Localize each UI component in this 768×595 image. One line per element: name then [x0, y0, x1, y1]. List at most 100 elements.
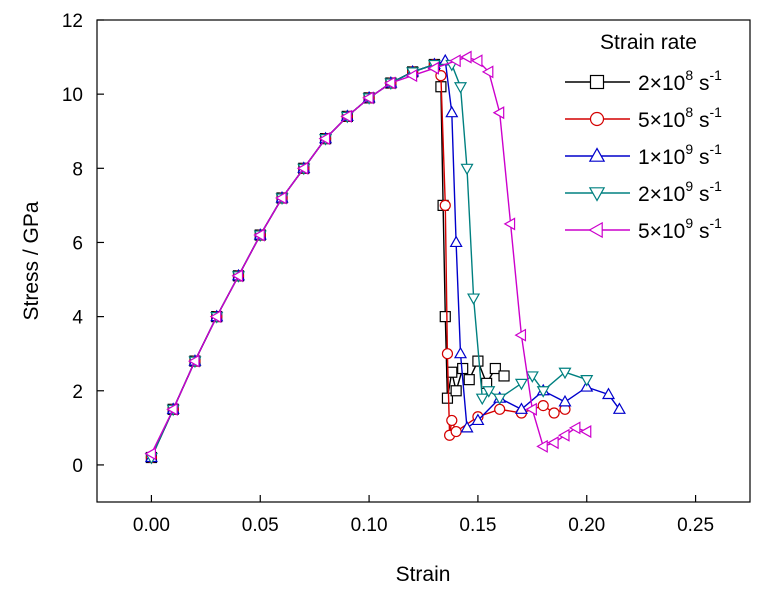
data-point	[558, 367, 572, 380]
data-point	[450, 425, 462, 438]
legend-marker	[589, 74, 605, 90]
y-tick-label: 0	[72, 456, 83, 477]
series-4	[144, 59, 594, 465]
data-point	[558, 394, 572, 407]
data-point	[446, 414, 458, 427]
series-3	[144, 53, 626, 463]
data-point	[482, 386, 496, 398]
data-point	[489, 362, 501, 375]
data-point	[580, 375, 594, 387]
data-point	[463, 374, 475, 386]
legend-marker	[589, 111, 605, 127]
data-point	[481, 65, 494, 79]
data-point	[525, 402, 537, 416]
data-point	[579, 425, 592, 439]
y-axis-title: Stress / GPa	[20, 201, 43, 320]
x-axis-title: Strain	[396, 563, 451, 586]
y-tick-label: 8	[72, 159, 83, 180]
data-point	[453, 346, 468, 359]
y-tick-label: 10	[62, 85, 83, 106]
data-point	[514, 402, 528, 414]
data-point	[471, 413, 485, 426]
legend-label: 2×108 s-1	[638, 67, 722, 95]
data-point	[405, 69, 418, 83]
x-tick-label: 0.15	[459, 515, 496, 536]
data-point	[460, 420, 474, 433]
x-tick-label: 0.05	[242, 515, 279, 536]
data-point	[498, 370, 510, 382]
legend-entry: 2×108 s-1	[565, 67, 722, 95]
legend: Strain rate 2×108 s-1 5×108 s-1 1×109 s-1 2…	[565, 31, 722, 243]
legend-entry: 2×109 s-1	[565, 178, 722, 206]
data-point	[467, 293, 481, 306]
data-point	[427, 61, 439, 75]
legend-label: 5×108 s-1	[638, 104, 722, 132]
legend-entry: 5×108 s-1	[565, 104, 722, 132]
data-point	[296, 161, 309, 175]
data-point	[472, 355, 484, 367]
data-point	[445, 105, 459, 118]
data-point	[340, 109, 352, 123]
series-line	[150, 56, 588, 455]
data-point	[558, 428, 570, 442]
series-layer	[144, 50, 626, 465]
data-point	[475, 393, 489, 406]
x-tick-label: 0.10	[351, 515, 388, 536]
data-point	[548, 407, 560, 419]
data-point	[492, 106, 505, 120]
series-line	[150, 59, 620, 458]
y-tick-label: 2	[72, 382, 83, 403]
data-point	[547, 436, 559, 450]
legend-title: Strain rate	[600, 31, 697, 54]
data-point	[537, 400, 549, 412]
data-point	[514, 378, 528, 391]
data-point	[446, 366, 458, 378]
data-point	[441, 392, 454, 404]
data-point	[514, 328, 527, 342]
series-line	[150, 63, 588, 458]
data-point	[612, 402, 626, 414]
data-point	[493, 393, 507, 406]
x-axis-ticks: 0.00 0.05 0.10 0.15 0.20 0.25	[133, 495, 714, 536]
legend-marker	[588, 221, 603, 239]
data-point	[460, 163, 474, 176]
data-point	[209, 310, 222, 324]
data-point	[253, 228, 265, 242]
series-1	[145, 58, 510, 464]
data-point	[536, 439, 548, 453]
legend-marker	[588, 147, 606, 162]
data-point	[441, 348, 454, 360]
data-point	[144, 447, 157, 461]
data-point	[494, 403, 506, 415]
data-point	[460, 50, 472, 64]
data-point	[166, 402, 178, 416]
data-point	[601, 387, 616, 400]
x-tick-label: 0.20	[568, 515, 605, 536]
legend-label: 2×109 s-1	[638, 178, 722, 206]
data-point	[449, 54, 461, 68]
data-point	[275, 191, 287, 205]
data-point	[450, 385, 462, 397]
data-point	[536, 386, 550, 398]
data-point	[470, 54, 483, 68]
legend-marker	[588, 187, 606, 202]
legend-label: 5×109 s-1	[638, 215, 722, 243]
data-point	[383, 76, 396, 90]
legend-entry: 5×109 s-1	[565, 215, 722, 243]
data-point	[187, 354, 200, 368]
y-tick-label: 4	[72, 308, 83, 329]
data-point	[525, 371, 539, 383]
data-point	[453, 82, 468, 94]
data-point	[439, 311, 451, 323]
series-5	[144, 50, 592, 461]
data-point	[362, 91, 374, 105]
y-tick-label: 12	[62, 11, 83, 32]
data-point	[231, 269, 244, 283]
data-point	[318, 132, 331, 146]
data-point	[449, 235, 463, 248]
y-axis-ticks: 0 2 4 6 8 10 12	[62, 11, 104, 477]
data-point	[568, 421, 581, 435]
legend-label: 1×109 s-1	[638, 141, 722, 169]
plot-frame	[96, 19, 751, 503]
